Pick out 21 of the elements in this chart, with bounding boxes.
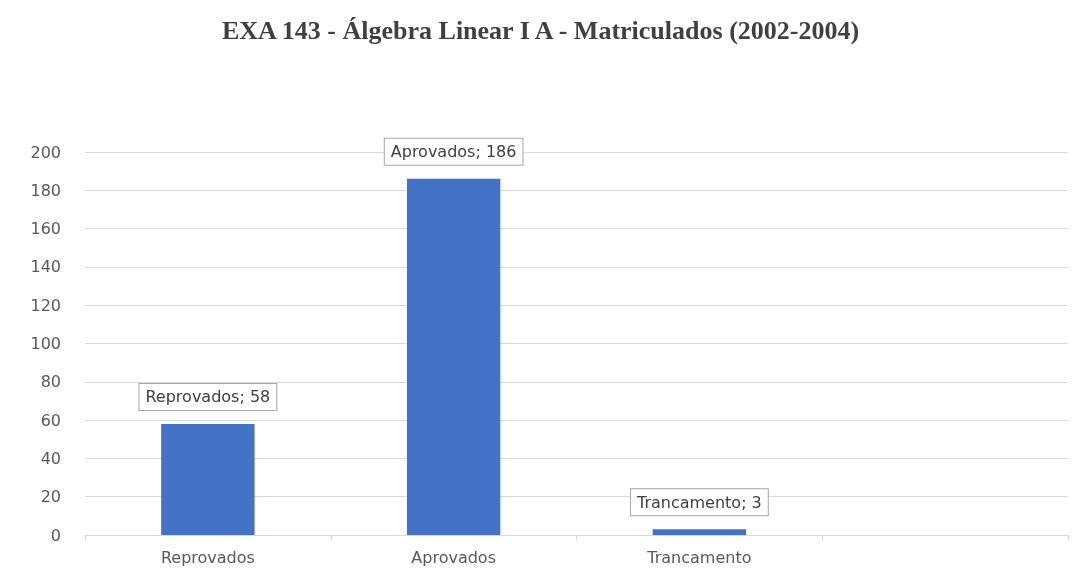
chart-title: EXA 143 - Álgebra Linear I A - Matriculados (2002-2004) <box>221 15 860 45</box>
y-tick-label: 160 <box>30 219 61 239</box>
y-tick-label: 200 <box>30 142 61 162</box>
y-tick-label: 140 <box>30 257 61 277</box>
y-tick-label: 100 <box>30 334 61 353</box>
bar <box>652 529 747 535</box>
y-tick-label: 40 <box>40 448 61 468</box>
data-label: Aprovados; 186 <box>390 142 517 162</box>
bar <box>161 423 255 535</box>
y-tick-label: 60 <box>40 410 61 430</box>
x-tick-label: Reprovados <box>160 547 255 567</box>
y-tick-label: 180 <box>30 180 61 200</box>
bar <box>406 178 501 535</box>
data-label: Reprovados; 58 <box>145 387 271 407</box>
x-tick-label: Trancamento <box>646 547 752 567</box>
data-label: Trancamento; 3 <box>635 492 762 512</box>
y-tick-label: 120 <box>30 295 61 315</box>
y-tick-label: 0 <box>50 525 61 545</box>
x-tick-label: Aprovados <box>411 547 496 567</box>
y-tick-label: 80 <box>40 372 61 392</box>
y-tick-label: 20 <box>40 487 61 507</box>
